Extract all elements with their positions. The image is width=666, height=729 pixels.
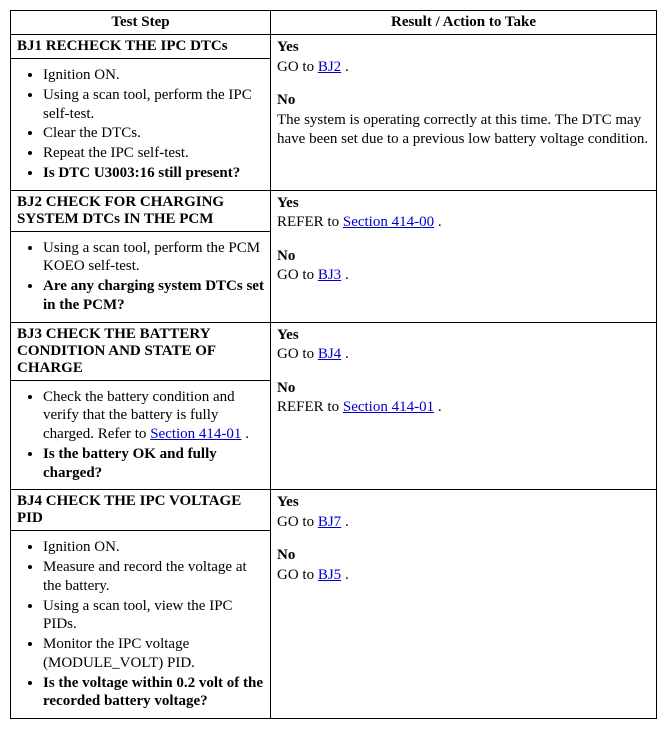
step-item: Clear the DTCs. [43,124,264,143]
step-item: Repeat the IPC self-test. [43,144,264,163]
no-action: GO to BJ5 . [277,566,650,586]
header-result: Result / Action to Take [271,11,657,35]
step-item: Check the battery condition and verify t… [43,388,264,444]
link-bj4[interactable]: BJ4 [318,346,341,362]
no-label: No [277,379,650,399]
no-action: REFER to Section 414-01 . [277,398,650,418]
link-bj3[interactable]: BJ3 [318,267,341,283]
step-item: Ignition ON. [43,538,264,557]
step-item: Is the voltage within 0.2 volt of the re… [43,674,264,712]
yes-action: GO to BJ2 . [277,58,650,78]
yes-action: GO to BJ7 . [277,513,650,533]
link-section-414-00[interactable]: Section 414-00 [343,214,434,230]
header-test-step: Test Step [11,11,271,35]
result-cell: YesGO to BJ2 . NoThe system is operating … [271,35,657,191]
yes-action: GO to BJ4 . [277,345,650,365]
step-items: Ignition ON.Using a scan tool, perform t… [11,59,271,191]
step-item: Is the battery OK and fully charged? [43,445,264,483]
yes-label: Yes [277,194,650,214]
link-bj7[interactable]: BJ7 [318,514,341,530]
step-item: Is DTC U3003:16 still present? [43,164,264,183]
step-item: Are any charging system DTCs set in the … [43,277,264,315]
step-item: Using a scan tool, view the IPC PIDs. [43,597,264,635]
no-label: No [277,91,650,111]
step-title: BJ4 CHECK THE IPC VOLTAGE PID [11,490,271,531]
step-item: Using a scan tool, perform the PCM KOEO … [43,239,264,277]
step-item: Ignition ON. [43,66,264,85]
yes-label: Yes [277,38,650,58]
step-items: Ignition ON.Measure and record the volta… [11,531,271,719]
step-title: BJ1 RECHECK THE IPC DTCs [11,35,271,59]
step-title: BJ3 CHECK THE BATTERY CONDITION AND STAT… [11,322,271,380]
step-item: Monitor the IPC voltage (MODULE_VOLT) PI… [43,635,264,673]
result-cell: YesGO to BJ4 . NoREFER to Section 414-01 … [271,322,657,490]
yes-label: Yes [277,493,650,513]
step-items: Check the battery condition and verify t… [11,380,271,490]
result-cell: YesGO to BJ7 . NoGO to BJ5 . [271,490,657,719]
result-cell: YesREFER to Section 414-00 . NoGO to BJ3 … [271,190,657,322]
no-label: No [277,247,650,267]
step-title: BJ2 CHECK FOR CHARGING SYSTEM DTCs IN TH… [11,190,271,231]
diagnostic-table: Test Step Result / Action to Take BJ1 RE… [10,10,657,719]
no-label: No [277,546,650,566]
link-bj5[interactable]: BJ5 [318,567,341,583]
yes-action: REFER to Section 414-00 . [277,213,650,233]
link-section-414-01[interactable]: Section 414-01 [150,426,241,442]
yes-label: Yes [277,326,650,346]
step-item: Measure and record the voltage at the ba… [43,558,264,596]
link-bj2[interactable]: BJ2 [318,59,341,75]
step-items: Using a scan tool, perform the PCM KOEO … [11,231,271,322]
no-action: The system is operating correctly at thi… [277,111,650,150]
no-action: GO to BJ3 . [277,266,650,286]
link-section-414-01[interactable]: Section 414-01 [343,399,434,415]
step-item: Using a scan tool, perform the IPC self-… [43,86,264,124]
